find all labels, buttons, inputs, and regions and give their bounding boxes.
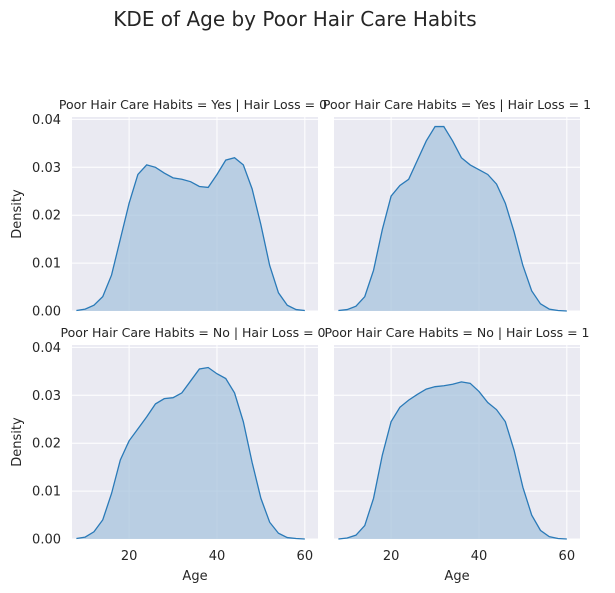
panel-title: Poor Hair Care Habits = Yes | Hair Loss …: [323, 97, 591, 112]
facet-panel-1: Poor Hair Care Habits = Yes | Hair Loss …: [10, 97, 327, 320]
kde-line: [76, 157, 305, 312]
x-tick-label: 60: [559, 549, 576, 564]
y-tick-label: 0.04: [32, 341, 61, 356]
kde-line: [338, 381, 567, 540]
y-tick-label: 0.00: [32, 533, 61, 548]
kde-line: [338, 125, 567, 312]
kde-line: [76, 366, 305, 540]
facet-panel-2: Poor Hair Care Habits = Yes | Hair Loss …: [323, 97, 591, 312]
kde-area: [338, 126, 567, 311]
y-tick-label: 0.03: [32, 161, 61, 176]
x-axis-label: Age: [182, 569, 207, 584]
y-tick-label: 0.02: [32, 209, 61, 224]
facet-panel-4: Poor Hair Care Habits = No | Hair Loss =…: [325, 325, 590, 584]
kde-area: [76, 157, 305, 311]
y-tick-label: 0.04: [32, 113, 61, 128]
panel-title: Poor Hair Care Habits = No | Hair Loss =…: [325, 325, 590, 340]
y-tick-label: 0.02: [32, 437, 61, 452]
y-tick-label: 0.00: [32, 305, 61, 320]
facet-panel-3: Poor Hair Care Habits = No | Hair Loss =…: [10, 325, 326, 584]
x-tick-label: 20: [121, 549, 138, 564]
x-axis-label: Age: [444, 569, 469, 584]
x-tick-label: 60: [297, 549, 314, 564]
y-tick-label: 0.01: [32, 485, 61, 500]
figure-title: KDE of Age by Poor Hair Care Habits: [113, 7, 476, 31]
kde-area: [338, 381, 567, 539]
x-tick-label: 40: [209, 549, 226, 564]
kde-area: [76, 367, 305, 539]
y-axis-label: Density: [10, 189, 25, 239]
x-tick-label: 40: [471, 549, 488, 564]
y-axis-label: Density: [10, 417, 25, 467]
y-tick-label: 0.01: [32, 257, 61, 272]
x-tick-label: 20: [383, 549, 400, 564]
panel-title: Poor Hair Care Habits = No | Hair Loss =…: [61, 325, 326, 340]
panel-title: Poor Hair Care Habits = Yes | Hair Loss …: [59, 97, 327, 112]
y-tick-label: 0.03: [32, 389, 61, 404]
